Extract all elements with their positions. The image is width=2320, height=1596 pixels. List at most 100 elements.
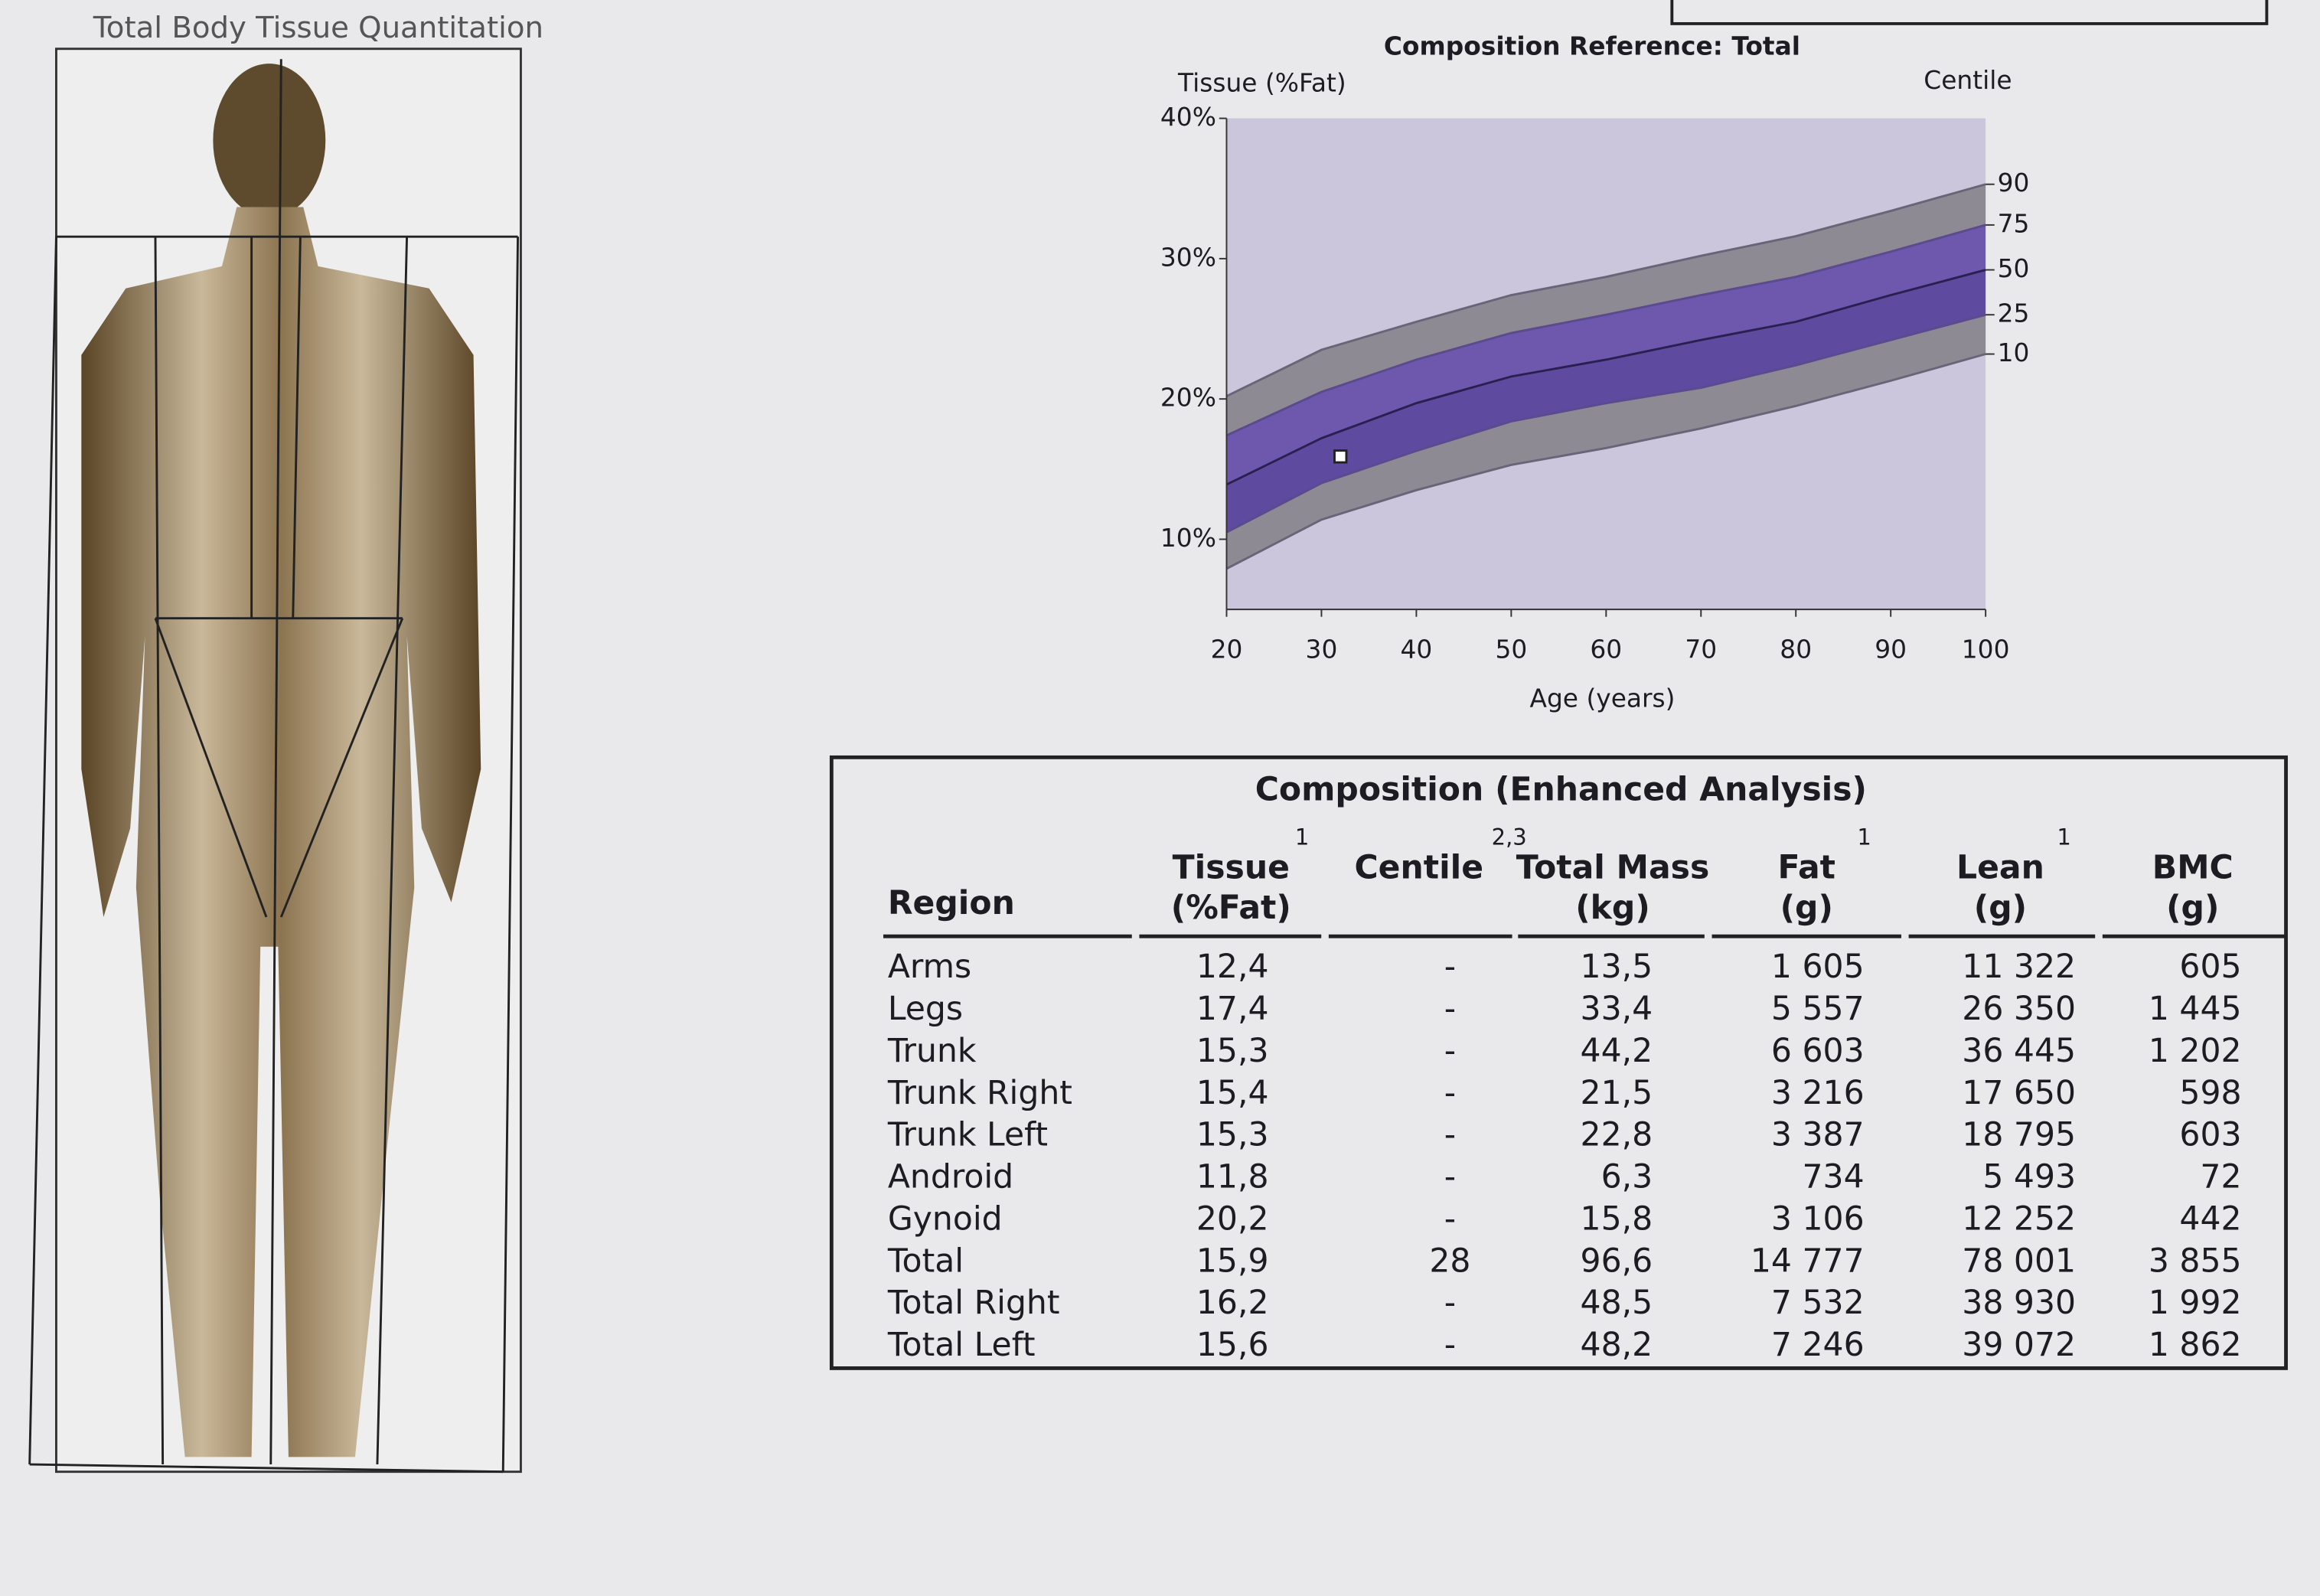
cell: 15,3 <box>1196 1117 1269 1154</box>
cell: 12 252 <box>1962 1200 2076 1238</box>
cell: 39 072 <box>1962 1327 2076 1364</box>
cell: - <box>1444 1159 1456 1196</box>
column-header: Tissue <box>1173 850 1290 887</box>
y-tick-label: 10% <box>1160 524 1216 553</box>
cell: 3 855 <box>2149 1242 2242 1280</box>
row-label: Android <box>888 1159 1013 1196</box>
cell: 26 350 <box>1962 991 2076 1028</box>
cell: 442 <box>2179 1200 2241 1238</box>
x-tick-label: 80 <box>1780 635 1812 664</box>
y-tick-label: 20% <box>1160 383 1216 413</box>
cell: 28 <box>1429 1242 1470 1280</box>
column-header: (kg) <box>1575 889 1650 927</box>
column-header: Fat <box>1777 850 1835 887</box>
cell: 17,4 <box>1196 991 1269 1028</box>
row-label: Legs <box>888 991 963 1028</box>
cell: 598 <box>2179 1075 2241 1112</box>
cell: 1 605 <box>1771 948 1865 986</box>
cell: 16,2 <box>1196 1284 1269 1322</box>
cell: 734 <box>1802 1159 1864 1196</box>
cell: 17 650 <box>1962 1075 2076 1112</box>
footnote-ref: 1 <box>1857 824 1871 850</box>
cell: 15,4 <box>1196 1075 1269 1112</box>
cell: 11 322 <box>1962 948 2076 986</box>
column-header: (%Fat) <box>1171 889 1291 927</box>
legend-label: 10 <box>1998 338 2030 367</box>
footnote-ref: 1 <box>2057 824 2070 850</box>
cell: 33,4 <box>1581 991 1653 1028</box>
row-label: Trunk Left <box>887 1117 1048 1154</box>
cell: - <box>1444 1327 1456 1364</box>
cell: 22,8 <box>1581 1117 1653 1154</box>
centile-line <box>1225 269 1986 486</box>
column-header: Lean <box>1956 850 2044 887</box>
cell: 12,4 <box>1196 948 1269 986</box>
row-label: Gynoid <box>888 1200 1003 1238</box>
cell: 38 930 <box>1962 1284 2076 1322</box>
cell: 15,6 <box>1196 1327 1269 1364</box>
centile-band <box>1226 224 1986 485</box>
centile-line <box>1225 353 1986 570</box>
x-tick-label: 30 <box>1306 635 1338 664</box>
cell: 15,8 <box>1581 1200 1653 1238</box>
column-header: BMC <box>2152 850 2234 887</box>
centile-line <box>1225 313 1986 534</box>
header-box <box>1670 0 2269 25</box>
column-header: Centile <box>1354 850 1483 887</box>
cell: 48,2 <box>1581 1327 1653 1364</box>
scan-title: Total Body Tissue Quantitation <box>93 11 543 45</box>
cell: 1 992 <box>2149 1284 2242 1322</box>
chart-title: Composition Reference: Total <box>1384 31 1800 60</box>
cell: 15,3 <box>1196 1033 1269 1070</box>
column-header: (g) <box>1974 889 2027 927</box>
x-tick-label: 50 <box>1495 635 1527 664</box>
cell: 48,5 <box>1581 1284 1653 1322</box>
cell: - <box>1444 1033 1456 1070</box>
row-label: Total Right <box>887 1284 1060 1322</box>
column-header: Region <box>888 885 1015 922</box>
column-header: (g) <box>2166 889 2219 927</box>
cell: 6 603 <box>1771 1033 1865 1070</box>
cell: 13,5 <box>1581 948 1653 986</box>
cell: 7 246 <box>1771 1327 1865 1364</box>
cell: 7 532 <box>1771 1284 1865 1322</box>
footnote-ref: 2,3 <box>1492 824 1527 850</box>
row-label: Arms <box>888 948 971 986</box>
cell: 1 862 <box>2149 1327 2242 1364</box>
column-header: (g) <box>1780 889 1833 927</box>
centile-band <box>1226 184 1986 436</box>
cell: - <box>1444 1200 1456 1238</box>
patient-marker <box>1333 449 1348 464</box>
cell: - <box>1444 991 1456 1028</box>
cell: 96,6 <box>1581 1242 1653 1280</box>
composition-table: Composition (Enhanced Analysis) Region Ti… <box>829 755 2288 1370</box>
legend-label: 75 <box>1998 209 2030 238</box>
cell: 3 387 <box>1771 1117 1865 1154</box>
cell: 605 <box>2179 948 2241 986</box>
y-axis-label: Tissue (%Fat) <box>1177 69 1346 98</box>
footnote-ref: 1 <box>1295 824 1309 850</box>
column-header: Total Mass <box>1516 850 1710 887</box>
cell: 36 445 <box>1962 1033 2076 1070</box>
x-tick-label: 40 <box>1400 635 1432 664</box>
legend-label: 25 <box>1998 299 2030 328</box>
centile-band <box>1226 315 1986 569</box>
legend-label: 90 <box>1998 168 2030 197</box>
cell: 11,8 <box>1196 1159 1269 1196</box>
row-label: Total <box>887 1242 964 1280</box>
cell: 1 202 <box>2149 1033 2242 1070</box>
centile-band <box>1226 269 1986 533</box>
cell: 20,2 <box>1196 1200 1269 1238</box>
x-axis-label: Age (years) <box>1529 684 1675 713</box>
cell: 72 <box>2200 1159 2241 1196</box>
row-label: Trunk <box>887 1033 977 1070</box>
cell: 21,5 <box>1581 1075 1653 1112</box>
x-tick-label: 60 <box>1590 635 1622 664</box>
chart: Composition Reference: Total Tissue (%Fa… <box>1160 31 2029 713</box>
cell: - <box>1444 1117 1456 1154</box>
cell: 3 106 <box>1771 1200 1865 1238</box>
cell: 18 795 <box>1962 1117 2076 1154</box>
cell: 5 557 <box>1771 991 1865 1028</box>
cell: - <box>1444 1075 1456 1112</box>
